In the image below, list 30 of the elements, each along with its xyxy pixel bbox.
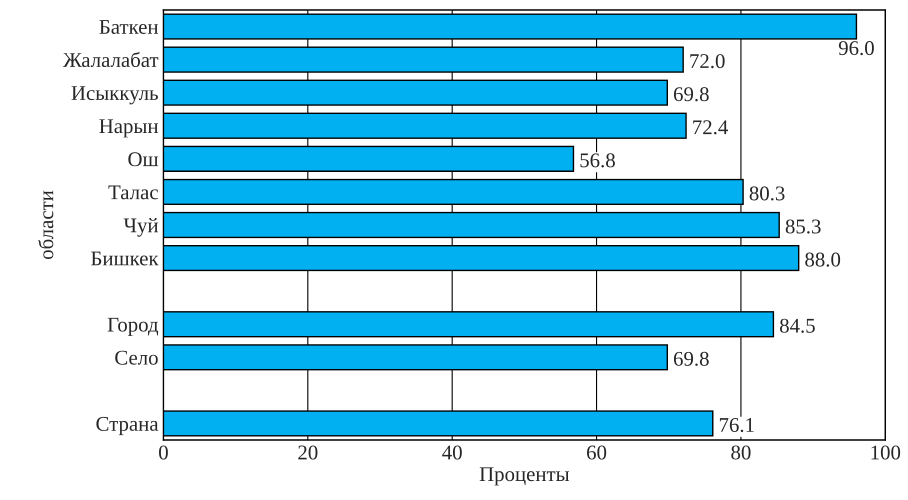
y-tick-label: Нарын (99, 119, 158, 138)
x-axis-title: Проценты (480, 467, 570, 486)
data-label: 84.5 (780, 318, 815, 333)
data-label: 69.8 (674, 352, 709, 366)
data-label: 96.0 (838, 41, 874, 56)
x-tick-label: 0 (159, 445, 168, 460)
y-tick-label: Город (108, 318, 158, 336)
x-tick-label: 40 (442, 445, 462, 460)
data-label: 85.3 (786, 219, 821, 234)
y-tick-label: Страна (96, 416, 158, 436)
data-label: 72.0 (690, 54, 725, 68)
data-label: 72.4 (693, 120, 728, 134)
data-label: 76.1 (720, 418, 754, 432)
x-tick-label: 20 (298, 445, 318, 460)
y-tick-label: Талас (108, 186, 158, 200)
data-label: 80.3 (750, 186, 785, 201)
data-label: 88.0 (805, 252, 840, 267)
y-tick-label: Баткен (99, 20, 158, 34)
x-tick-label: 80 (731, 445, 751, 460)
x-tick-label: 100 (872, 445, 900, 460)
x-tick-label: 60 (587, 445, 606, 460)
y-axis-title: области (38, 190, 54, 260)
y-tick-label: Жалалабат (63, 52, 158, 68)
y-tick-label: Село (115, 350, 158, 365)
y-tick-label: Чуй (124, 218, 158, 237)
y-tick-label: Исыккуль (72, 86, 158, 104)
y-tick-label: Бишкек (91, 252, 159, 266)
y-tick-label: Ош (128, 152, 158, 166)
data-label: 56.8 (580, 153, 615, 168)
data-label: 69.8 (674, 87, 709, 102)
